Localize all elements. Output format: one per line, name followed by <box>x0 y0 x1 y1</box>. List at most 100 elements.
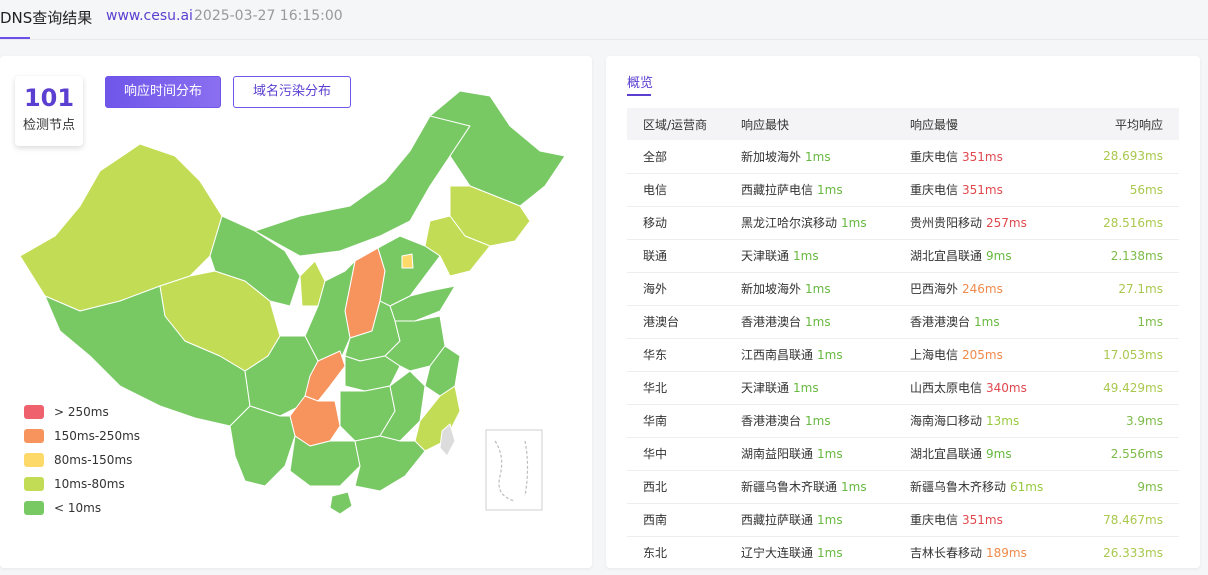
province-chongqing <box>304 350 346 402</box>
table-row: 华北 天津联通 1ms 山西太原电信 340ms 49.429ms <box>627 371 1179 404</box>
query-timestamp: 2025-03-27 16:15:00 <box>194 8 343 24</box>
slowest-ms: 205ms <box>962 348 1003 362</box>
slowest-node: 湖北宜昌联通 <box>910 249 983 263</box>
table-row: 西北 新疆乌鲁木齐联通 1ms 新疆乌鲁木齐移动 61ms 9ms <box>627 470 1179 503</box>
region-cell: 华南 <box>643 414 668 428</box>
region-cell: 西南 <box>643 513 668 527</box>
tab-overview[interactable]: 概览 <box>627 76 654 91</box>
pollution-map-button[interactable]: 域名污染分布 <box>233 76 351 108</box>
fastest-ms: 1ms <box>817 447 843 461</box>
region-cell: 海外 <box>643 282 668 296</box>
slowest-cell: 香港港澳台 1ms <box>894 305 1069 338</box>
province-beijing <box>401 253 414 269</box>
average-cell: 28.693ms <box>1103 149 1163 164</box>
fastest-node: 西藏拉萨联通 <box>741 513 814 527</box>
tab-active-indicator <box>627 94 651 96</box>
legend-swatch <box>24 429 44 443</box>
fastest-node: 黑龙江哈尔滨移动 <box>741 216 838 230</box>
fastest-node: 香港港澳台 <box>741 414 802 428</box>
legend-label: 150ms-250ms <box>54 429 141 443</box>
queried-domain[interactable]: www.cesu.ai <box>106 8 193 24</box>
table-row: 华南 香港港澳台 1ms 海南海口移动 13ms 3.9ms <box>627 404 1179 437</box>
fastest-cell: 辽宁大连联通 1ms <box>725 536 894 568</box>
fastest-cell: 天津联通 1ms <box>725 371 894 404</box>
node-count-label: 检测节点 <box>22 118 75 133</box>
fastest-cell: 江西南昌联通 1ms <box>725 338 894 371</box>
legend-item[interactable]: < 10ms <box>24 496 140 520</box>
average-cell: 2.138ms <box>1110 248 1163 263</box>
region-cell: 西北 <box>643 480 668 494</box>
average-cell: 17.053ms <box>1103 347 1163 362</box>
fastest-node: 香港港澳台 <box>741 315 802 329</box>
average-cell: 49.429ms <box>1103 380 1163 395</box>
fastest-ms: 1ms <box>817 546 843 560</box>
slowest-cell: 吉林长春移动 189ms <box>894 536 1069 568</box>
province-gansu <box>209 215 301 307</box>
slowest-ms: 9ms <box>986 447 1012 461</box>
fastest-node: 湖南益阳联通 <box>741 447 814 461</box>
slowest-node: 新疆乌鲁木齐移动 <box>910 480 1007 494</box>
column-header-average: 平均响应 <box>1114 117 1163 132</box>
fastest-ms: 1ms <box>841 216 867 230</box>
fastest-node: 江西南昌联通 <box>741 348 814 362</box>
province-guangxi <box>289 435 361 487</box>
latency-map-button[interactable]: 响应时间分布 <box>105 76 221 108</box>
table-row: 东北 辽宁大连联通 1ms 吉林长春移动 189ms 26.333ms <box>627 536 1179 568</box>
average-cell: 56ms <box>1129 182 1163 197</box>
fastest-ms: 1ms <box>817 513 843 527</box>
province-hebei <box>377 235 441 307</box>
legend-item[interactable]: 10ms-80ms <box>24 472 140 496</box>
region-cell: 东北 <box>643 546 668 560</box>
slowest-node: 重庆电信 <box>910 183 959 197</box>
fastest-cell: 香港港澳台 1ms <box>725 404 894 437</box>
table-row: 西南 西藏拉萨联通 1ms 重庆电信 351ms 78.467ms <box>627 503 1179 536</box>
fastest-node: 天津联通 <box>741 249 790 263</box>
fastest-cell: 西藏拉萨联通 1ms <box>725 503 894 536</box>
fastest-ms: 1ms <box>817 183 843 197</box>
slowest-node: 重庆电信 <box>910 513 959 527</box>
slowest-node: 贵州贵阳移动 <box>910 216 983 230</box>
slowest-cell: 重庆电信 351ms <box>894 140 1069 173</box>
region-cell: 港澳台 <box>643 315 680 329</box>
slowest-node: 香港港澳台 <box>910 315 971 329</box>
fastest-ms: 1ms <box>805 315 831 329</box>
slowest-ms: 340ms <box>986 381 1027 395</box>
slowest-ms: 351ms <box>962 183 1003 197</box>
region-cell: 全部 <box>643 149 668 164</box>
slowest-ms: 1ms <box>974 315 1000 329</box>
slowest-cell: 巴西海外 246ms <box>894 272 1069 305</box>
table-row: 联通 天津联通 1ms 湖北宜昌联通 9ms 2.138ms <box>627 239 1179 272</box>
legend-item[interactable]: > 250ms <box>24 400 140 424</box>
slowest-cell: 重庆电信 351ms <box>894 503 1069 536</box>
legend-label: < 10ms <box>54 501 102 515</box>
table-row: 港澳台 香港港澳台 1ms 香港港澳台 1ms 1ms <box>627 305 1179 338</box>
legend-item[interactable]: 80ms-150ms <box>24 448 140 472</box>
province-heilongjiang <box>429 90 566 207</box>
average-cell: 3.9ms <box>1125 413 1163 428</box>
legend-swatch <box>24 477 44 491</box>
slowest-node: 巴西海外 <box>910 282 959 296</box>
slowest-ms: 13ms <box>986 414 1020 428</box>
fastest-node: 新加坡海外 <box>741 149 802 164</box>
region-cell: 华东 <box>643 348 668 362</box>
slowest-ms: 9ms <box>986 249 1012 263</box>
fastest-cell: 黑龙江哈尔滨移动 1ms <box>725 206 894 239</box>
south-china-sea-inset <box>485 429 543 511</box>
legend-swatch <box>24 405 44 419</box>
legend-label: > 250ms <box>54 405 109 419</box>
region-cell: 华中 <box>643 447 668 461</box>
slowest-node: 海南海口移动 <box>910 414 983 428</box>
region-cell: 电信 <box>643 183 668 197</box>
node-count: 101 <box>23 84 75 112</box>
fastest-ms: 1ms <box>805 149 831 164</box>
legend-swatch <box>24 453 44 467</box>
table-row: 海外 新加坡海外 1ms 巴西海外 246ms 27.1ms <box>627 272 1179 305</box>
average-cell: 26.333ms <box>1103 545 1163 560</box>
slowest-ms: 257ms <box>986 216 1027 230</box>
column-header-region: 区域/运营商 <box>643 117 708 132</box>
slowest-cell: 湖北宜昌联通 9ms <box>894 437 1069 470</box>
fastest-cell: 西藏拉萨电信 1ms <box>725 173 894 206</box>
fastest-ms: 1ms <box>805 414 831 428</box>
region-cell: 联通 <box>643 249 668 263</box>
legend-item[interactable]: 150ms-250ms <box>24 424 140 448</box>
